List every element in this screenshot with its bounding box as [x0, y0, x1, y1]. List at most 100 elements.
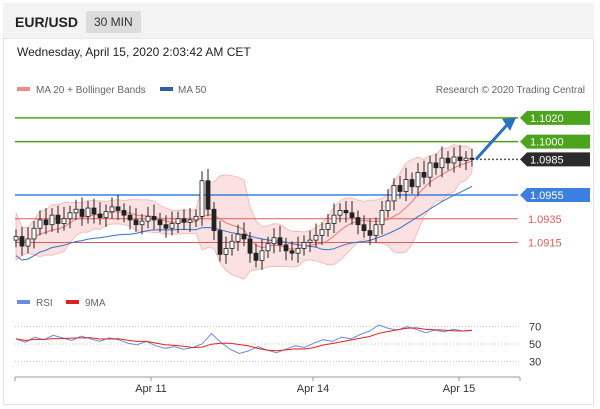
candle-body: [97, 213, 103, 218]
candle-body: [373, 224, 379, 236]
candle-body: [85, 207, 91, 217]
ma20-legend-swatch: [17, 87, 30, 91]
candle-body: [361, 224, 367, 232]
candle-body: [445, 157, 451, 164]
candle-body: [79, 208, 85, 217]
candle-body: [403, 179, 409, 192]
candle-body: [115, 206, 121, 211]
ma50-legend-label: MA 50: [178, 85, 207, 96]
candle-body: [325, 223, 331, 230]
candle-body: [469, 157, 475, 160]
rsi-legend-label: RSI: [36, 298, 53, 309]
candle-body: [439, 157, 445, 169]
level-label-1.0935: 1.0935: [528, 214, 562, 226]
candle-body: [271, 237, 277, 245]
candle-body: [19, 236, 25, 247]
candle-body: [379, 210, 385, 226]
candle-body: [235, 233, 241, 242]
candle-body: [295, 248, 301, 254]
candle-body: [337, 210, 343, 216]
candle-body: [463, 157, 469, 161]
bollinger-band-area: [15, 143, 473, 280]
candle-body: [229, 240, 235, 249]
pair-title: EUR/USD: [15, 14, 79, 30]
timestamp: Wednesday, April 15, 2020 2:03:42 AM CET: [17, 45, 251, 59]
timeframe-badge[interactable]: 30 MIN: [86, 11, 141, 33]
candle-body: [343, 210, 349, 214]
candle-body: [55, 214, 61, 224]
level-label-1.0915: 1.0915: [528, 238, 562, 250]
rsi-ma-legend-swatch: [66, 300, 79, 304]
candle-body: [133, 219, 139, 226]
candle-body: [163, 224, 169, 229]
candle-body: [181, 218, 187, 223]
candle-body: [67, 212, 73, 220]
target-arrow: [474, 117, 516, 161]
candle-body: [169, 223, 175, 229]
target-arrow-head: [502, 117, 516, 131]
candles: [13, 145, 475, 270]
candle-body: [349, 212, 355, 218]
candle-body: [145, 215, 151, 222]
rsi-tick-50: 50: [529, 339, 541, 351]
candle-body: [307, 239, 313, 243]
x-tick-label: Apr 15: [443, 383, 475, 395]
candle-body: [151, 215, 157, 221]
level-label-1.0955: 1.0955: [530, 190, 564, 202]
level-label-1.0985: 1.0985: [530, 154, 564, 166]
bollinger-bands: [15, 143, 473, 280]
candle-body: [187, 219, 193, 223]
ma50-legend-swatch: [160, 87, 173, 91]
candle-body: [139, 220, 145, 226]
candle-body: [385, 200, 391, 211]
candle-body: [253, 252, 259, 261]
x-tick-label: Apr 14: [297, 383, 329, 395]
rsi-ma-legend-label: 9MA: [85, 298, 106, 309]
candle-body: [25, 238, 31, 247]
candle-body: [241, 233, 247, 240]
candle-body: [247, 238, 253, 254]
candle-body: [355, 217, 361, 226]
rsi-panel: 70 50 30: [15, 322, 541, 368]
candle-body: [391, 185, 397, 202]
candle-body: [13, 236, 19, 241]
candle-body: [457, 156, 463, 161]
candle-body: [319, 229, 325, 236]
candle-body: [451, 156, 457, 164]
candle-body: [427, 162, 433, 178]
candle-body: [331, 214, 337, 224]
candle-body: [397, 185, 403, 192]
candle-body: [223, 248, 229, 255]
copyright: Research © 2020 Trading Central: [436, 85, 585, 96]
x-tick-label: Apr 11: [135, 383, 167, 395]
level-tag-1.0985: [520, 152, 590, 167]
rsi-legend-swatch: [17, 300, 30, 304]
level-labels: 1.1020 1.1000 1.0985 1.0955 1.0935 1.0915: [520, 110, 590, 250]
candle-body: [211, 208, 217, 232]
candle-body: [289, 250, 295, 254]
x-ticks: Apr 11 Apr 14 Apr 15: [135, 377, 475, 395]
candle-body: [415, 172, 421, 188]
candle-body: [91, 207, 97, 215]
candle-body: [313, 234, 319, 241]
candle-body: [205, 180, 211, 210]
candle-body: [43, 219, 49, 226]
level-label-1.1000: 1.1000: [530, 137, 564, 149]
candle-body: [175, 218, 181, 224]
ma20-legend-label: MA 20 + Bollinger Bands: [36, 85, 146, 96]
candle-body: [103, 211, 109, 218]
candle-body: [199, 180, 205, 217]
candle-body: [283, 244, 289, 252]
candle-body: [409, 179, 415, 188]
target-arrow-shaft: [474, 122, 510, 161]
level-tag-1.0955: [520, 188, 590, 202]
candle-body: [31, 227, 37, 240]
level-tag-1.1020: [520, 110, 590, 125]
candle-body: [109, 206, 115, 213]
candle-body: [121, 210, 127, 216]
candle-body: [277, 237, 283, 246]
level-label-1.1020: 1.1020: [530, 113, 564, 125]
candle-body: [259, 250, 265, 261]
rsi-ma-line: [15, 327, 473, 352]
candle-body: [433, 162, 439, 169]
